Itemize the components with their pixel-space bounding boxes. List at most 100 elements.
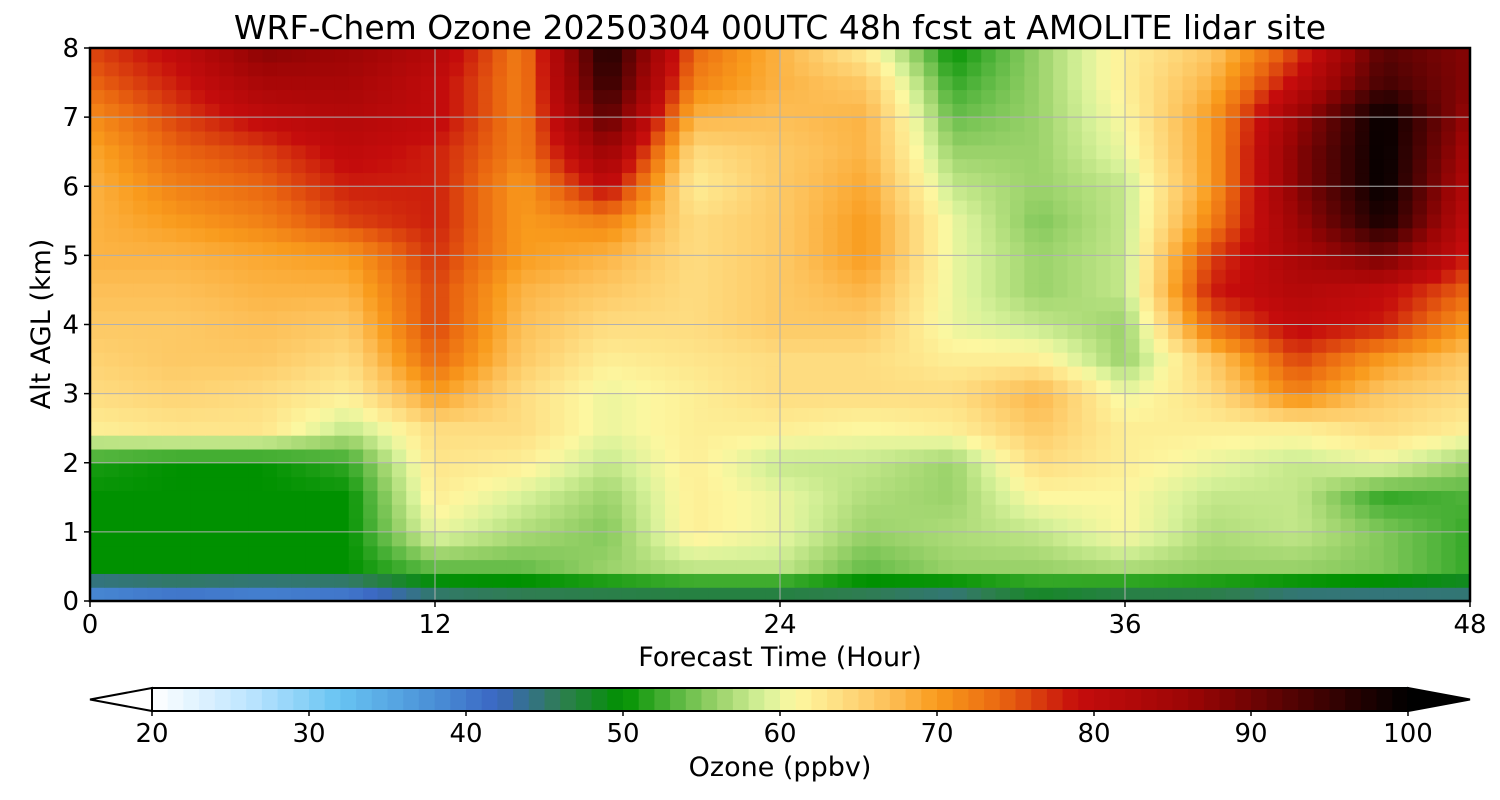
heatmap-cell xyxy=(1240,144,1255,160)
heatmap-cell xyxy=(463,559,479,574)
heatmap-cell xyxy=(190,130,206,146)
heatmap-cell xyxy=(90,255,105,270)
heatmap-cell xyxy=(391,241,407,256)
heatmap-cell xyxy=(909,379,925,395)
heatmap-cell xyxy=(1455,379,1470,395)
heatmap-cell xyxy=(636,518,652,533)
heatmap-cell xyxy=(751,365,767,381)
heatmap-cell xyxy=(248,338,264,353)
heatmap-cell xyxy=(305,421,321,436)
heatmap-cell xyxy=(1283,241,1299,256)
heatmap-cell xyxy=(765,213,781,229)
heatmap-cell xyxy=(276,227,292,243)
heatmap-cell xyxy=(1412,448,1428,464)
heatmap-cell xyxy=(909,435,925,450)
heatmap-cell xyxy=(736,448,752,464)
heatmap-cell xyxy=(133,103,149,118)
heatmap-cell xyxy=(1441,296,1457,312)
heatmap-cell xyxy=(607,186,623,201)
heatmap-cell xyxy=(406,531,422,547)
heatmap-cell xyxy=(621,504,637,519)
colorbar-extend-low xyxy=(89,686,153,713)
heatmap-cell xyxy=(1268,296,1284,312)
heatmap-cell xyxy=(550,186,565,201)
heatmap-cell xyxy=(866,545,882,561)
heatmap-cell xyxy=(1067,504,1083,519)
heatmap-cell xyxy=(449,531,465,547)
heatmap-cell xyxy=(665,531,680,547)
heatmap-cell xyxy=(377,324,393,339)
heatmap-cell xyxy=(1038,75,1054,91)
heatmap-cell xyxy=(334,573,350,588)
heatmap-cell xyxy=(578,338,594,353)
heatmap-cell xyxy=(449,587,465,601)
heatmap-cell xyxy=(1096,435,1112,450)
heatmap-cell xyxy=(808,518,824,533)
heatmap-cell xyxy=(736,545,752,561)
heatmap-cell xyxy=(1081,158,1097,174)
heatmap-cell xyxy=(1412,365,1428,381)
heatmap-cell xyxy=(751,476,767,491)
heatmap-cell xyxy=(118,213,134,229)
heatmap-cell xyxy=(449,241,465,256)
heatmap-cell xyxy=(1182,89,1198,104)
heatmap-cell xyxy=(923,227,939,243)
heatmap-cell xyxy=(679,587,695,601)
heatmap-cell xyxy=(1383,531,1399,547)
heatmap-cell xyxy=(1211,352,1227,367)
heatmap-cell xyxy=(262,324,278,339)
heatmap-cell xyxy=(176,352,192,367)
heatmap-cell xyxy=(564,103,580,118)
heatmap-cell xyxy=(981,283,997,298)
heatmap-cell xyxy=(190,158,206,174)
heatmap-cell xyxy=(636,103,652,118)
heatmap-cell xyxy=(952,158,968,174)
heatmap-cell xyxy=(981,476,997,491)
heatmap-cell xyxy=(736,130,752,146)
heatmap-cell xyxy=(1110,352,1126,367)
heatmap-cell xyxy=(320,587,335,601)
heatmap-cell xyxy=(1283,518,1299,533)
heatmap-cell xyxy=(449,117,465,132)
heatmap-cell xyxy=(895,283,910,298)
heatmap-cell xyxy=(176,421,192,436)
heatmap-cell xyxy=(161,531,177,547)
heatmap-cell xyxy=(1053,227,1069,243)
heatmap-cell xyxy=(1168,75,1184,91)
heatmap-cell xyxy=(808,573,824,588)
heatmap-cell xyxy=(636,186,652,201)
heatmap-cell xyxy=(780,61,795,77)
heatmap-cell xyxy=(1225,186,1241,201)
colorbar-segment xyxy=(230,688,247,711)
heatmap-cell xyxy=(1196,48,1212,63)
heatmap-cell xyxy=(1225,421,1241,436)
heatmap-cell xyxy=(1426,504,1442,519)
heatmap-cell xyxy=(981,310,997,326)
heatmap-cell xyxy=(564,559,580,574)
heatmap-cell xyxy=(1268,421,1284,436)
heatmap-cell xyxy=(866,89,882,104)
heatmap-cell xyxy=(1311,435,1327,450)
heatmap-cell xyxy=(521,310,537,326)
heatmap-cell xyxy=(780,103,795,118)
heatmap-cell xyxy=(909,213,925,229)
heatmap-cell xyxy=(492,158,508,174)
heatmap-cell xyxy=(535,476,551,491)
heatmap-cell xyxy=(1426,186,1442,201)
heatmap-cell xyxy=(233,130,249,146)
heatmap-cell xyxy=(880,283,896,298)
heatmap-cell xyxy=(866,255,882,270)
heatmap-cell xyxy=(1110,200,1126,215)
colorbar-tick-label: 80 xyxy=(1077,719,1110,749)
heatmap-cell xyxy=(1182,75,1198,91)
heatmap-cell xyxy=(578,186,594,201)
heatmap-cell xyxy=(1081,227,1097,243)
heatmap-cell xyxy=(650,531,666,547)
heatmap-cell xyxy=(1383,186,1399,201)
heatmap-cell xyxy=(665,407,680,422)
heatmap-cell xyxy=(1182,448,1198,464)
heatmap-cell xyxy=(1125,531,1140,547)
heatmap-cell xyxy=(276,283,292,298)
heatmap-cell xyxy=(1369,144,1385,160)
heatmap-cell xyxy=(607,89,623,104)
